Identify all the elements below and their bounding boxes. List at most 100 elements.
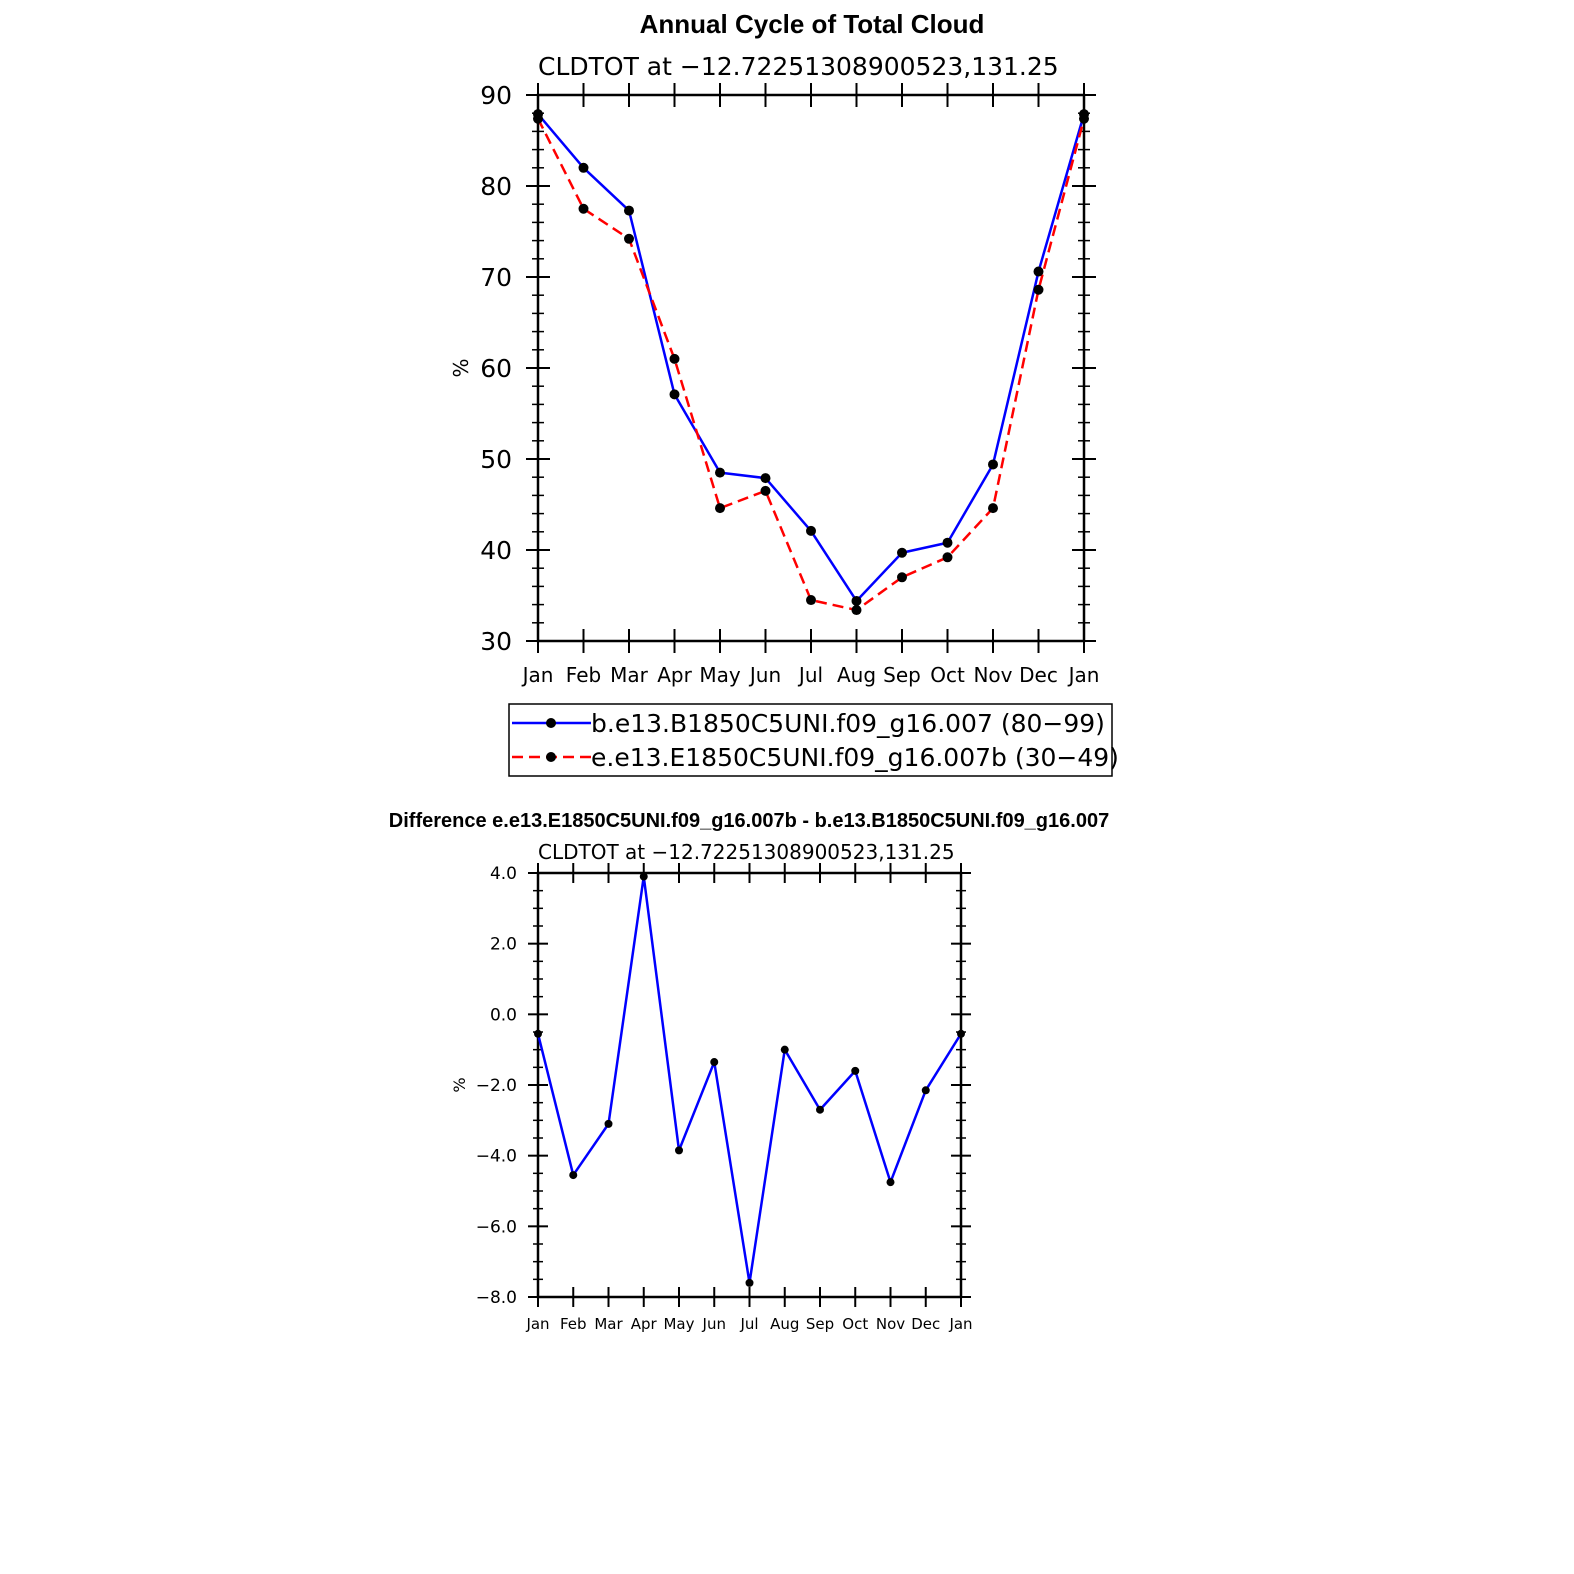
legend-marker-series-1	[546, 718, 556, 728]
x-tick-label: Jan	[525, 1315, 549, 1333]
data-point	[942, 537, 953, 548]
data-point	[806, 595, 816, 606]
data-point	[780, 1045, 789, 1054]
difference-chart: Difference e.e13.E1850C5UNI.f09_g16.007b…	[389, 810, 1109, 1333]
plot-frame	[536, 93, 1086, 643]
y-tick-label: −8.0	[476, 1288, 517, 1308]
x-tick-label: Oct	[842, 1315, 868, 1333]
x-tick-label: Mar	[594, 1315, 623, 1333]
chart-subtitle: CLDTOT at −12.72251308900523,131.25	[538, 840, 955, 864]
data-point	[578, 162, 589, 173]
y-tick-label: −4.0	[476, 1147, 517, 1167]
y-tick-label: 0.0	[490, 1005, 517, 1025]
x-tick-label: Aug	[837, 663, 876, 687]
data-point	[806, 525, 816, 536]
x-tick-label: Apr	[657, 663, 692, 687]
data-point	[675, 1146, 683, 1155]
x-tick-label: Nov	[876, 1315, 905, 1333]
data-point	[533, 113, 543, 124]
y-axis-label: %	[449, 358, 473, 377]
data-point	[578, 203, 589, 214]
axis-ticks: Jan Feb Mar Apr May Jun Jul Aug Sep Oct Nov Dec Jan−…	[476, 863, 973, 1333]
y-tick-label: 70	[480, 263, 512, 292]
x-tick-label: Jul	[797, 663, 823, 687]
x-tick-label: May	[663, 1315, 694, 1333]
chart-subtitle: CLDTOT at −12.72251308900523,131.25	[538, 52, 1059, 81]
data-point	[886, 1178, 895, 1187]
x-tick-label: Sep	[883, 663, 921, 687]
data-point	[942, 552, 953, 563]
data-point	[534, 1029, 542, 1038]
annual-cycle-chart: Annual Cycle of Total Cloud CLDTOT at −1…	[449, 9, 1119, 777]
legend-box	[508, 703, 1113, 777]
chart-title: Difference e.e13.E1850C5UNI.f09_g16.007b…	[389, 810, 1109, 832]
x-tick-label: Sep	[806, 1315, 834, 1333]
data-point	[669, 353, 680, 364]
data-point	[604, 1119, 613, 1128]
x-tick-label: Aug	[770, 1315, 799, 1333]
x-tick-label: Feb	[566, 663, 601, 687]
data-point	[715, 503, 725, 514]
chart-title: Annual Cycle of Total Cloud	[640, 9, 985, 39]
y-tick-label: 50	[480, 445, 512, 474]
y-tick-label: −6.0	[476, 1217, 517, 1237]
y-tick-label: 4.0	[490, 864, 517, 884]
data-point	[624, 205, 634, 216]
data-point	[816, 1105, 824, 1114]
data-point	[669, 389, 680, 400]
legend-label-series-2: e.e13.E1850C5UNI.f09_g16.007b (30−49)	[591, 743, 1119, 772]
data-point	[624, 233, 634, 244]
x-tick-label: Feb	[560, 1315, 587, 1333]
x-tick-label: Jun	[748, 663, 781, 687]
x-tick-label: Jan	[948, 1315, 972, 1333]
x-tick-label: Oct	[930, 663, 965, 687]
y-tick-label: 80	[480, 172, 512, 201]
axis-ticks: Jan Feb Mar Apr May Jun Jul Aug Sep Oct Nov Dec Jan 3…	[480, 81, 1099, 687]
x-tick-label: Mar	[610, 663, 649, 687]
data-point	[639, 872, 648, 881]
x-tick-label: Jan	[1067, 663, 1100, 687]
data-point	[851, 595, 862, 606]
data-point	[760, 485, 771, 496]
y-axis-label: %	[450, 1077, 469, 1092]
data-point	[745, 1278, 754, 1287]
data-point	[710, 1058, 719, 1067]
data-point	[921, 1086, 930, 1095]
plot-frame	[536, 871, 963, 1299]
y-tick-label: 90	[480, 81, 512, 110]
y-tick-label: 2.0	[490, 935, 517, 955]
data-point	[569, 1171, 578, 1180]
data-point	[988, 503, 998, 514]
x-tick-label: Apr	[631, 1315, 658, 1333]
data-point	[897, 572, 907, 583]
series-layer	[533, 109, 1089, 616]
data-point	[897, 547, 907, 558]
x-tick-label: Jul	[739, 1315, 758, 1333]
legend: b.e13.B1850C5UNI.f09_g16.007 (80−99) e.e…	[508, 703, 1119, 777]
series-layer	[534, 872, 965, 1287]
data-point	[760, 473, 771, 484]
series-line-1	[536, 875, 963, 1285]
data-point	[715, 467, 725, 478]
y-tick-label: 30	[480, 627, 512, 656]
y-tick-label: 60	[480, 354, 512, 383]
data-point	[957, 1029, 965, 1038]
x-tick-label: May	[699, 663, 741, 687]
y-tick-label: 40	[480, 536, 512, 565]
x-tick-label: Jan	[521, 663, 554, 687]
data-point	[1033, 284, 1044, 295]
data-point	[1079, 113, 1089, 124]
data-point	[851, 1066, 860, 1075]
x-tick-label: Dec	[1019, 663, 1058, 687]
y-tick-label: −2.0	[476, 1076, 517, 1096]
data-point	[851, 605, 862, 616]
data-point	[988, 459, 998, 470]
data-point	[1033, 266, 1044, 277]
legend-marker-series-2	[546, 752, 556, 762]
x-tick-label: Jun	[702, 1315, 726, 1333]
x-tick-label: Nov	[973, 663, 1012, 687]
x-tick-label: Dec	[911, 1315, 940, 1333]
series-line-2	[536, 118, 1086, 612]
legend-label-series-1: b.e13.B1850C5UNI.f09_g16.007 (80−99)	[591, 709, 1105, 738]
